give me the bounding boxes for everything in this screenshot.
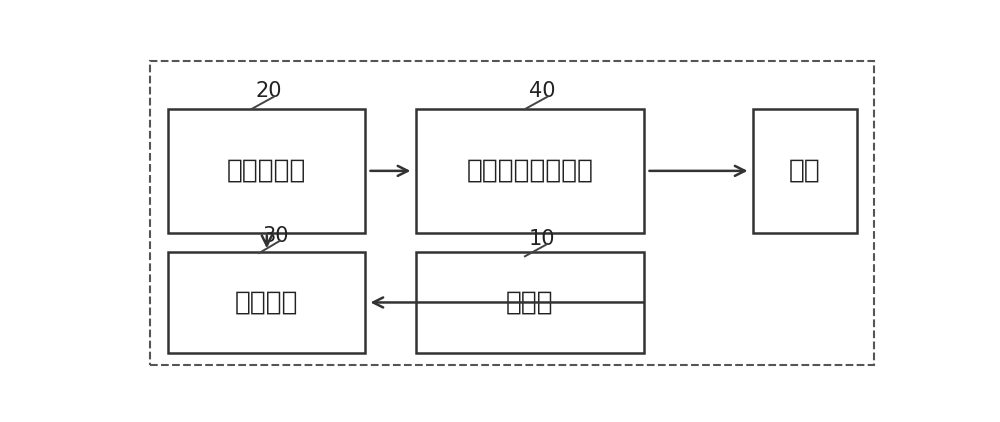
Text: 音量调节器: 音量调节器 [227,158,306,184]
Bar [416,252,644,353]
Bar [168,109,365,233]
Bar [416,109,644,233]
Text: 10: 10 [529,229,555,249]
Bar [753,109,857,233]
Bar [168,252,365,353]
Text: 20: 20 [255,81,282,101]
Text: 微控制器: 微控制器 [235,289,298,316]
Text: 30: 30 [263,226,289,246]
Text: 风扇转速调节电路: 风扇转速调节电路 [466,158,593,184]
Text: 风扇: 风扇 [789,158,821,184]
Text: 40: 40 [529,81,555,101]
Text: 播放器: 播放器 [506,289,554,316]
